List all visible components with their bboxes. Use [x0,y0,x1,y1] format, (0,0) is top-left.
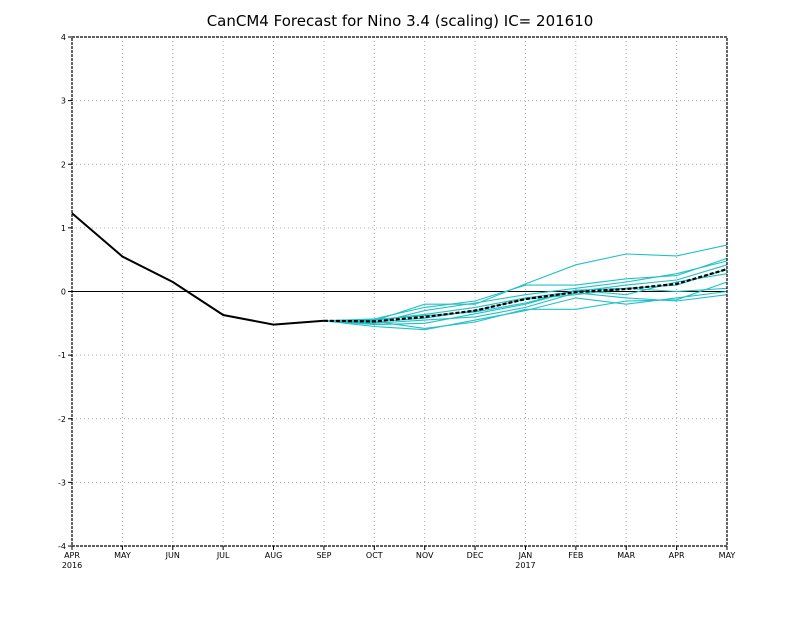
x-tick-label: FEB [568,551,583,560]
observed-series-line [71,212,324,326]
x-tick-label: DEC [467,551,484,560]
x-tick-label: APR [669,551,685,560]
y-tick-label: 1 [61,224,66,233]
x-year-label: 2016 [62,561,82,570]
y-tick-label: 4 [61,33,66,42]
ensemble-member-line [323,292,728,324]
x-tick-label: SEP [316,551,331,560]
ensemble-member-line [323,287,728,322]
x-tick-label: MAY [114,551,131,560]
y-tick-label: 3 [61,97,66,106]
x-tick-label: JAN [518,551,533,560]
grid [72,37,727,546]
x-tick-label: OCT [366,551,383,560]
y-tick-label: 2 [61,160,66,169]
y-tick-label: -1 [58,351,66,360]
ensemble-mean-series-line [323,268,728,323]
y-tick-label: -4 [58,542,66,551]
y-axis-ticks: 4 3 2 1 0 -1 -2 -3 -4 [58,33,72,551]
observed-line [71,212,324,326]
chart-title: CanCM4 Forecast for Nino 3.4 (scaling) I… [207,12,594,30]
x-tick-label: JUL [216,551,230,560]
y-tick-label: 0 [61,288,66,297]
x-year-label: 2017 [515,561,535,570]
x-tick-label: AUG [265,551,283,560]
y-tick-label: -3 [58,478,66,487]
x-tick-label: JUN [165,551,180,560]
y-tick-label: -2 [58,415,66,424]
x-tick-label: MAR [617,551,635,560]
ensemble-mean-line [323,268,728,323]
x-axis-ticks: APR MAY JUN JUL AUG SEP OCT NOV DEC JAN FEB MAR APR M… [62,546,736,570]
x-tick-label: NOV [416,551,434,560]
x-tick-label: APR [64,551,80,560]
x-tick-label: MAY [719,551,736,560]
